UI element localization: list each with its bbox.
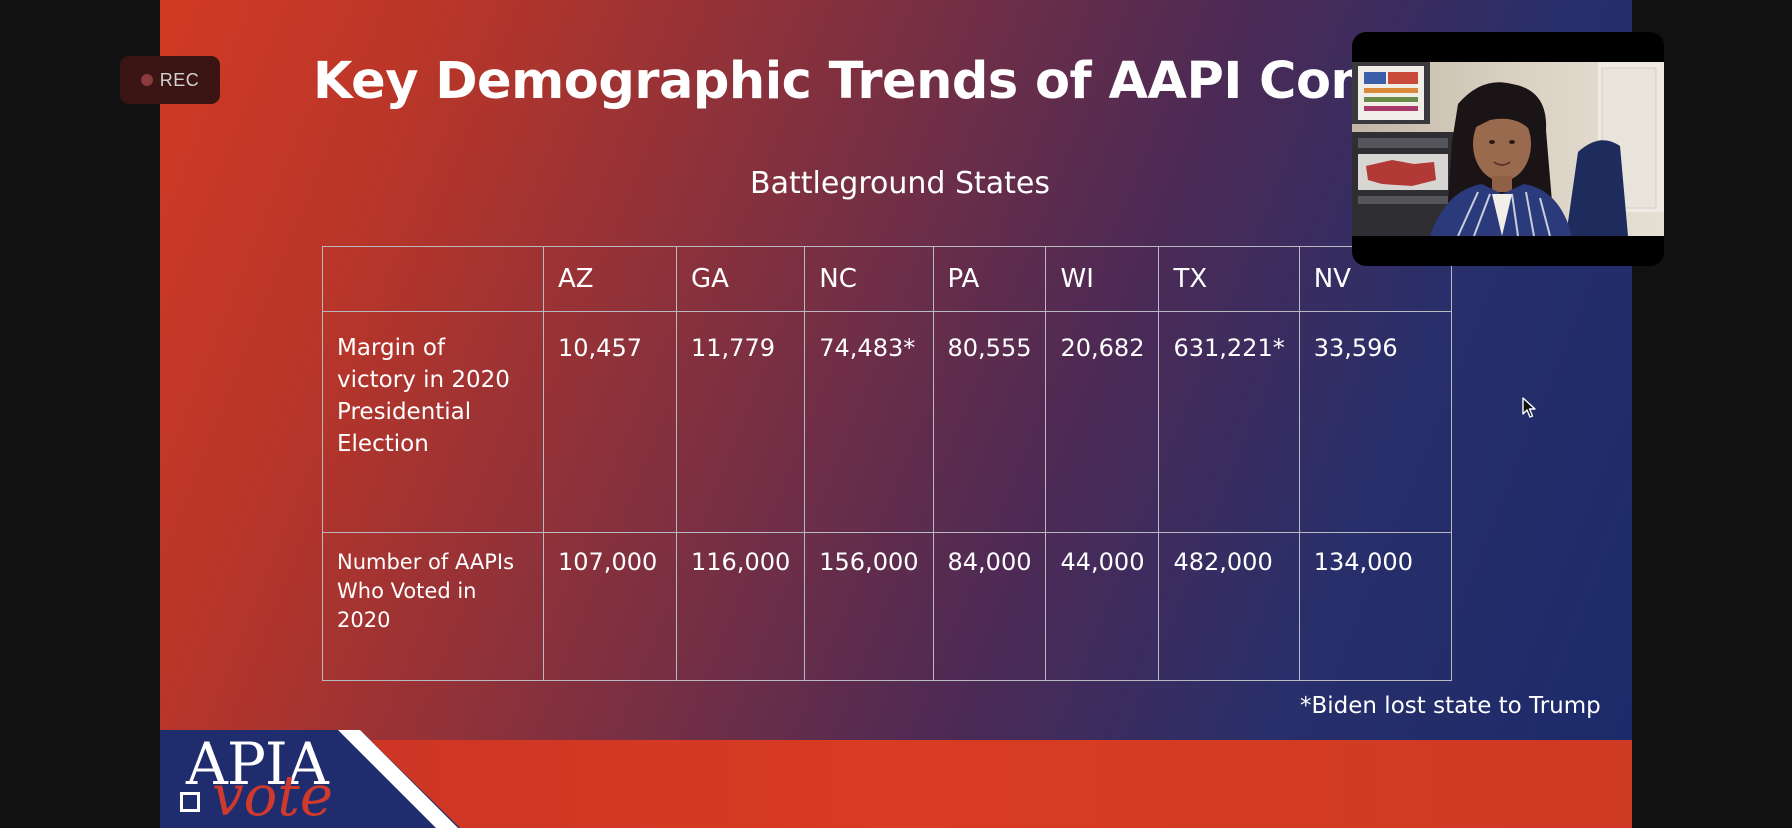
table-cell: 10,457 xyxy=(543,311,677,533)
battleground-table: AZ GA NC PA WI TX NV Margin of victory i… xyxy=(322,246,1452,681)
table-cell: 482,000 xyxy=(1158,532,1300,681)
column-header: WI xyxy=(1045,246,1160,312)
participant-video-feed xyxy=(1352,62,1664,236)
row-label: Margin of victory in 2020 Presidential E… xyxy=(322,311,544,533)
table-header-row: AZ GA NC PA WI TX NV xyxy=(322,246,1452,312)
column-header: TX xyxy=(1158,246,1300,312)
table-cell: 80,555 xyxy=(932,311,1047,533)
column-header: NC xyxy=(804,246,934,312)
footnote: *Biden lost state to Trump xyxy=(1300,693,1601,719)
table-cell: 11,779 xyxy=(675,311,806,533)
table-cell: 33,596 xyxy=(1298,311,1452,533)
table-row: Margin of victory in 2020 Presidential E… xyxy=(322,311,1452,533)
speaker-video-image xyxy=(1352,62,1664,236)
table-subtitle: Battleground States xyxy=(750,166,1050,201)
table-cell: 107,000 xyxy=(543,532,677,681)
column-header: AZ xyxy=(543,246,677,312)
table-cell: 74,483* xyxy=(804,311,934,533)
header-corner-cell xyxy=(322,246,544,312)
recording-label: REC xyxy=(159,69,200,90)
table-cell: 156,000 xyxy=(804,532,934,681)
table-cell: 116,000 xyxy=(675,532,806,681)
record-dot-icon xyxy=(140,74,153,86)
table-cell: 134,000 xyxy=(1298,532,1452,681)
column-header: PA xyxy=(932,246,1047,312)
recording-indicator[interactable]: REC xyxy=(120,56,220,104)
table-cell: 84,000 xyxy=(932,532,1047,681)
row-label: Number of AAPIs Who Voted in 2020 xyxy=(322,532,544,681)
table-cell: 20,682 xyxy=(1045,311,1160,533)
slide-title: Key Demographic Trends of AAPI Comm xyxy=(313,52,1436,111)
mouse-cursor-icon xyxy=(1522,397,1536,418)
participant-video-tile[interactable] xyxy=(1352,32,1664,266)
apia-vote-logo: APIA xyxy=(186,730,329,798)
checkbox-icon xyxy=(180,792,200,812)
logo-vote-text: vote xyxy=(212,764,333,828)
table-cell: 631,221* xyxy=(1158,311,1300,533)
table-cell: 44,000 xyxy=(1045,532,1160,681)
table-row: Number of AAPIs Who Voted in 2020 107,00… xyxy=(322,532,1452,681)
column-header: GA xyxy=(675,246,806,312)
